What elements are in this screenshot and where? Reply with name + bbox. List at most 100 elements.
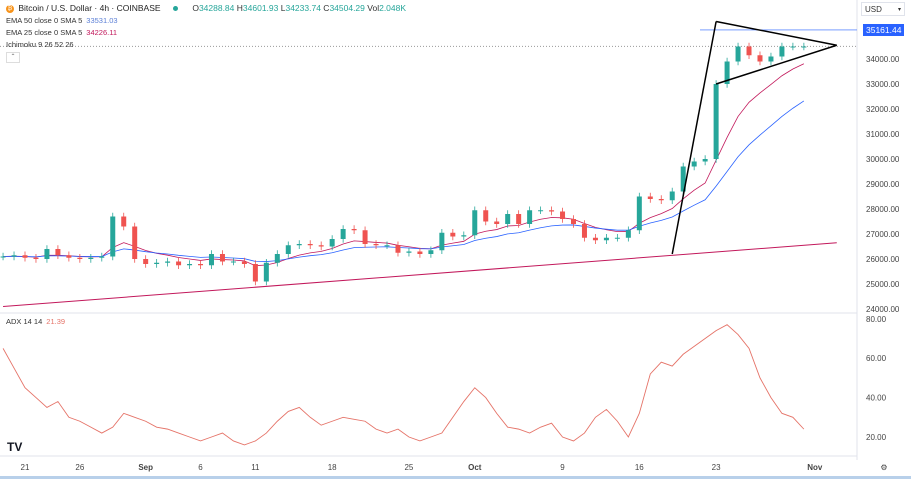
candle-body <box>549 210 555 212</box>
candle-body <box>121 216 127 227</box>
candle-body <box>384 245 390 247</box>
candle-body <box>340 229 346 239</box>
candle-body <box>285 245 291 254</box>
symbol-title[interactable]: Bitcoin / U.S. Dollar · 4h · COINBASE <box>18 3 161 13</box>
price-tick-label: 30000.00 <box>866 155 900 164</box>
candle-body <box>33 257 39 259</box>
chevron-down-icon: ▾ <box>897 7 901 13</box>
ema25-legend[interactable]: EMA 25 close 0 SMA 5 34226.11 <box>6 28 118 37</box>
time-tick-label: 16 <box>635 463 644 472</box>
candle-body <box>516 214 522 224</box>
candle-body <box>362 230 368 244</box>
candle-body <box>219 254 225 262</box>
candle-body <box>614 237 620 239</box>
collapse-legend-button[interactable]: ⌃ <box>6 52 20 63</box>
candle-body <box>154 262 160 264</box>
ohlc-values: O34288.84 H34601.93 L34233.74 C34504.29 … <box>192 3 407 13</box>
candle-body <box>494 221 500 224</box>
candle-body <box>198 264 204 266</box>
price-tick-label: 28000.00 <box>866 205 900 214</box>
price-tick-label: 27000.00 <box>866 230 900 239</box>
candle-body <box>702 159 708 162</box>
candle-body <box>713 84 719 159</box>
price-tick-label: 33000.00 <box>866 80 900 89</box>
candle-body <box>483 210 489 222</box>
candle-body <box>801 46 807 48</box>
candle-body <box>55 249 61 256</box>
adx-line <box>2 324 805 446</box>
candle-body <box>329 239 335 247</box>
candle-body <box>581 224 587 238</box>
candle-body <box>680 166 686 192</box>
time-tick-label: Nov <box>807 463 823 472</box>
candle-body <box>66 255 72 258</box>
candle-body <box>417 251 423 254</box>
candle-body <box>351 229 357 231</box>
candle-body <box>11 255 17 257</box>
trendline <box>3 242 837 307</box>
adx-tick-label: 80.00 <box>866 315 887 324</box>
candle-body <box>768 56 774 62</box>
trendline <box>671 21 717 255</box>
price-tick-label: 26000.00 <box>866 255 900 264</box>
candle-body <box>527 210 533 224</box>
candle-body <box>77 257 83 259</box>
candle-body <box>428 250 434 254</box>
candle-body <box>22 255 28 258</box>
candle-body <box>779 46 785 57</box>
candle-body <box>263 262 269 282</box>
time-tick-label: 18 <box>328 463 337 472</box>
candle-body <box>373 244 379 246</box>
trendline <box>715 20 837 46</box>
candle-body <box>110 216 116 257</box>
ichimoku-legend[interactable]: Ichimoku 9 26 52 26 <box>6 40 74 49</box>
candle-body <box>439 232 445 251</box>
bitcoin-icon: ₿ <box>6 4 14 13</box>
candle-body <box>603 237 609 241</box>
candle-body <box>187 264 193 266</box>
time-tick-label: Sep <box>138 463 153 472</box>
candle-body <box>318 245 324 247</box>
candle-body <box>241 261 247 264</box>
candle-body <box>669 191 675 201</box>
candle-body <box>230 261 236 263</box>
time-tick-label: 11 <box>251 463 260 472</box>
candle-body <box>208 254 214 266</box>
time-tick-label: 21 <box>21 463 30 472</box>
candle-body <box>296 244 302 246</box>
candle-body <box>691 161 697 167</box>
ema50-legend[interactable]: EMA 50 close 0 SMA 5 33531.03 <box>6 16 118 25</box>
candle-body <box>395 245 401 253</box>
candle-body <box>252 264 258 282</box>
candle-body <box>505 214 511 224</box>
candle-body <box>746 46 752 56</box>
tradingview-logo[interactable]: TV <box>7 440 23 454</box>
candle-body <box>757 55 763 62</box>
time-tick-label: 26 <box>75 463 84 472</box>
candle-body <box>307 244 313 246</box>
time-tick-label: 6 <box>198 463 203 472</box>
candle-body <box>658 199 664 201</box>
price-tick-label: 29000.00 <box>866 180 900 189</box>
candle-body <box>44 249 50 259</box>
candle-body <box>143 259 149 264</box>
settings-icon: ⚙ <box>880 463 887 472</box>
candle-body <box>165 261 171 263</box>
price-tick-label: 24000.00 <box>866 305 900 314</box>
adx-tick-label: 60.00 <box>866 354 887 363</box>
price-tag: 35161.44 <box>863 24 905 36</box>
candle-body <box>647 196 653 199</box>
candle-body <box>790 46 796 48</box>
candle-body <box>132 226 138 259</box>
time-tick-label: 9 <box>560 463 565 472</box>
adx-legend[interactable]: ADX 14 14 21.39 <box>6 317 66 326</box>
currency-select[interactable]: USD ▾ <box>861 2 905 16</box>
candle-body <box>592 237 598 241</box>
candle-body <box>571 219 576 224</box>
candle-body <box>735 46 741 62</box>
candle-body <box>472 210 478 236</box>
candle-body <box>406 251 412 253</box>
candle-body <box>538 210 544 212</box>
